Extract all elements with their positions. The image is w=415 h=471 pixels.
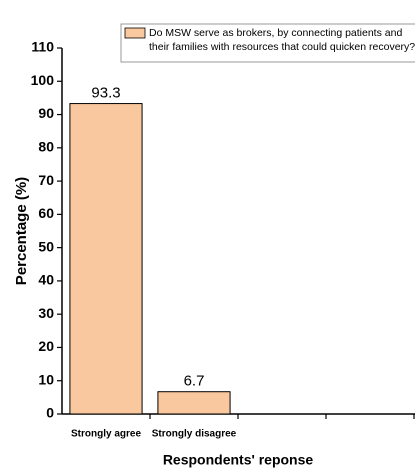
- value-label: 6.7: [184, 373, 205, 390]
- y-tick-label: 60: [38, 205, 54, 221]
- y-tick-label: 40: [38, 272, 54, 288]
- x-tick-label: Strongly agree: [71, 429, 141, 440]
- legend-box: [120, 23, 415, 63]
- y-tick-label: 90: [38, 105, 54, 121]
- bar: [157, 391, 231, 415]
- x-axis-label: Respondents' reponse: [163, 452, 314, 468]
- y-tick-label: 80: [38, 139, 54, 155]
- y-tick-label: 0: [46, 405, 54, 421]
- y-axis-label: Percentage (%): [13, 177, 30, 285]
- y-tick-label: 10: [38, 371, 54, 387]
- value-label: 93.3: [91, 85, 120, 102]
- y-tick-label: 30: [38, 305, 54, 321]
- x-tick-label: Strongly disagree: [152, 429, 237, 440]
- y-tick-label: 20: [38, 338, 54, 354]
- y-tick-label: 50: [38, 238, 54, 254]
- legend-label: Do MSW serve as brokers, by connecting p…: [149, 27, 415, 53]
- bar: [69, 103, 143, 415]
- y-tick-label: 70: [38, 172, 54, 188]
- y-tick-label: 100: [31, 72, 55, 88]
- y-tick-label: 110: [31, 39, 54, 55]
- legend-swatch: [124, 27, 146, 39]
